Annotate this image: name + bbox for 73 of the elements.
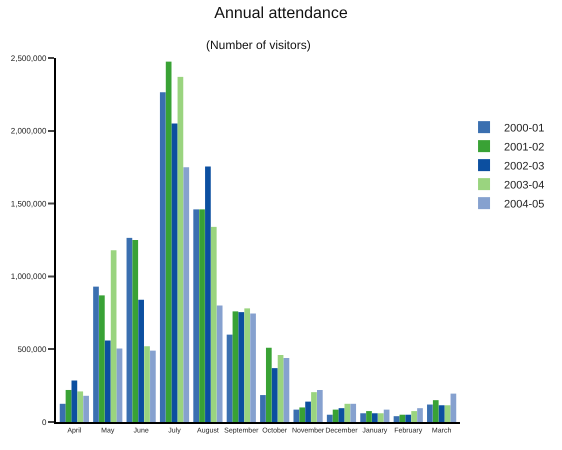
bar	[384, 410, 390, 422]
bar	[444, 405, 450, 422]
bar	[178, 76, 184, 422]
bar	[72, 380, 78, 422]
legend-label: 2003-04	[504, 179, 544, 192]
legend-label: 2002-03	[504, 160, 544, 172]
y-tick-label: 0	[42, 418, 47, 427]
bar	[83, 396, 89, 422]
bar	[99, 295, 105, 422]
bar	[199, 209, 205, 422]
bar	[350, 404, 356, 422]
y-tick-label: 1,000,000	[10, 272, 47, 282]
bar	[311, 392, 317, 422]
y-tick-label: 2,500,000	[10, 54, 47, 63]
bar	[366, 411, 372, 422]
bar	[193, 209, 200, 422]
bar	[360, 413, 366, 422]
legend-label: 2001-02	[504, 141, 544, 154]
bar	[126, 238, 132, 422]
bar	[284, 358, 290, 422]
bar	[60, 404, 66, 422]
bar	[316, 390, 323, 422]
bar	[332, 410, 338, 422]
bar	[150, 350, 156, 422]
bar	[77, 391, 84, 422]
chart-subtitle: (Number of visitors)	[206, 38, 311, 52]
bar	[344, 404, 350, 422]
bar	[104, 340, 111, 422]
bar	[293, 410, 300, 422]
legend-label: 2004-05	[504, 198, 544, 210]
bar	[394, 416, 400, 422]
bar	[226, 334, 232, 422]
bar	[299, 407, 306, 422]
bar	[110, 250, 116, 422]
bar	[116, 348, 122, 422]
bar	[172, 124, 178, 422]
bar	[205, 166, 211, 422]
bar	[266, 348, 272, 422]
bar	[232, 311, 238, 422]
bar	[66, 390, 72, 422]
bar	[244, 308, 250, 422]
bar	[138, 300, 144, 422]
bar	[338, 408, 344, 422]
bar	[238, 312, 244, 422]
bar	[405, 414, 412, 422]
bar	[372, 413, 378, 422]
bar	[378, 413, 384, 422]
bar	[450, 394, 456, 422]
bar	[183, 167, 190, 422]
bar	[166, 62, 172, 422]
bar	[326, 414, 333, 422]
bar	[427, 404, 433, 422]
bar	[260, 395, 266, 422]
legend-label: 2000-01	[504, 122, 544, 134]
bar	[432, 400, 439, 422]
bar	[132, 240, 138, 422]
y-tick-label: 1,500,000	[10, 199, 47, 208]
y-tick-label: 500,000	[17, 345, 47, 354]
bar	[400, 414, 406, 422]
bar	[160, 92, 166, 422]
bar	[417, 408, 423, 422]
bar	[305, 402, 311, 422]
bar	[411, 411, 417, 422]
bar	[438, 405, 444, 422]
bar	[216, 306, 223, 422]
chart-title: Annual attendance	[214, 4, 348, 22]
bar	[250, 314, 256, 422]
bar	[144, 346, 150, 422]
bar	[93, 286, 99, 422]
bar	[272, 368, 278, 422]
bar	[278, 355, 284, 422]
y-tick-label: 2,000,000	[10, 126, 47, 136]
bar	[210, 226, 217, 422]
